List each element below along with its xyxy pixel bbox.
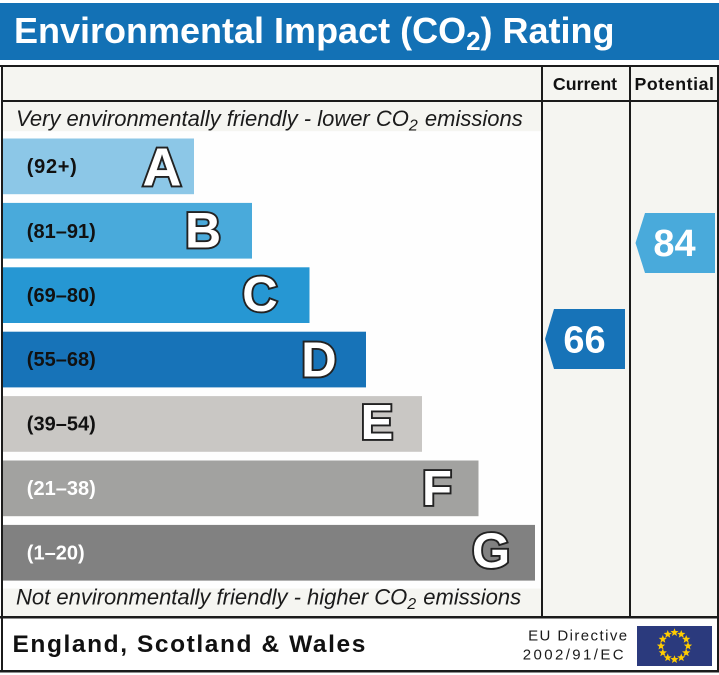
svg-text:Potential: Potential [634,74,714,94]
svg-text:D: D [301,334,336,388]
svg-text:B: B [185,203,221,259]
svg-text:E: E [361,396,394,450]
svg-text:Current: Current [553,74,617,94]
svg-text:84: 84 [653,223,695,265]
svg-text:Not environmentally friendly -: Not environmentally friendly - higher CO… [16,585,521,614]
svg-text:G: G [472,525,510,579]
svg-text:Very environmentally friendly: Very environmentally friendly - lower CO… [16,106,523,135]
svg-text:C: C [242,268,277,322]
svg-text:(1–20): (1–20) [27,543,85,565]
svg-text:(81–91): (81–91) [27,221,96,243]
svg-text:(69–80): (69–80) [27,285,96,307]
svg-text:(55–68): (55–68) [27,349,96,371]
svg-text:England, Scotland & Wales: England, Scotland & Wales [13,631,367,658]
svg-text:(39–54): (39–54) [27,414,96,436]
svg-text:A: A [143,138,182,198]
svg-text:66: 66 [563,320,605,362]
svg-text:2002/91/EC: 2002/91/EC [523,647,626,664]
svg-text:(21–38): (21–38) [27,478,96,500]
svg-text:Environmental Impact (CO2) Rat: Environmental Impact (CO2) Rating [14,10,615,56]
svg-text:F: F [422,462,452,516]
svg-text:(92+): (92+) [27,156,78,178]
svg-text:EU Directive: EU Directive [528,628,628,645]
